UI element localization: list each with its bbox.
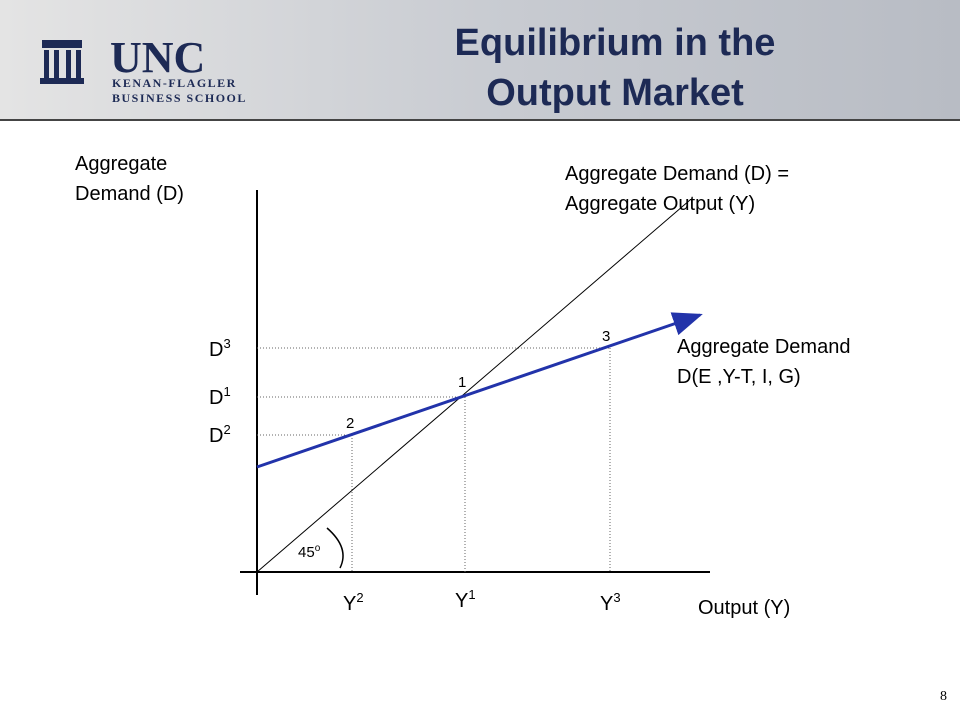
y-mark: D1 (209, 384, 231, 409)
x-mark: Y1 (455, 587, 476, 612)
x-mark: Y3 (600, 590, 621, 615)
x-axis-label: Output (Y) (698, 597, 790, 619)
logo-text: UNC (110, 33, 205, 82)
line-45 (256, 199, 691, 573)
line-45-label: Aggregate Output (Y) (565, 193, 755, 215)
title: Equilibrium in the (455, 22, 776, 64)
y-mark: D2 (209, 422, 231, 447)
header-bg (0, 0, 960, 120)
angle-arc (326, 527, 344, 569)
y-mark: D3 (209, 336, 231, 361)
logo-subtext: KENAN-FLAGLER (112, 76, 237, 90)
ad-line (256, 312, 703, 469)
x-mark: Y2 (343, 590, 364, 615)
angle-label: 45o (298, 543, 321, 561)
page-number: 8 (940, 689, 947, 704)
point-label: 3 (602, 328, 610, 345)
diagram: 45o Aggregate Demand (D) Aggregate Deman… (75, 153, 850, 619)
y-axis-label: Demand (D) (75, 183, 184, 205)
point-label: 2 (346, 415, 354, 432)
ad-label: D(E ,Y-T, I, G) (677, 366, 801, 388)
line-45-label: Aggregate Demand (D) = (565, 163, 789, 185)
title: Output Market (486, 72, 744, 114)
guides (257, 347, 611, 572)
logo-subtext: BUSINESS SCHOOL (112, 91, 247, 105)
point-label: 1 (458, 374, 466, 391)
y-axis-label: Aggregate (75, 153, 167, 175)
ad-label: Aggregate Demand (677, 336, 850, 358)
logo-icon (40, 40, 84, 84)
